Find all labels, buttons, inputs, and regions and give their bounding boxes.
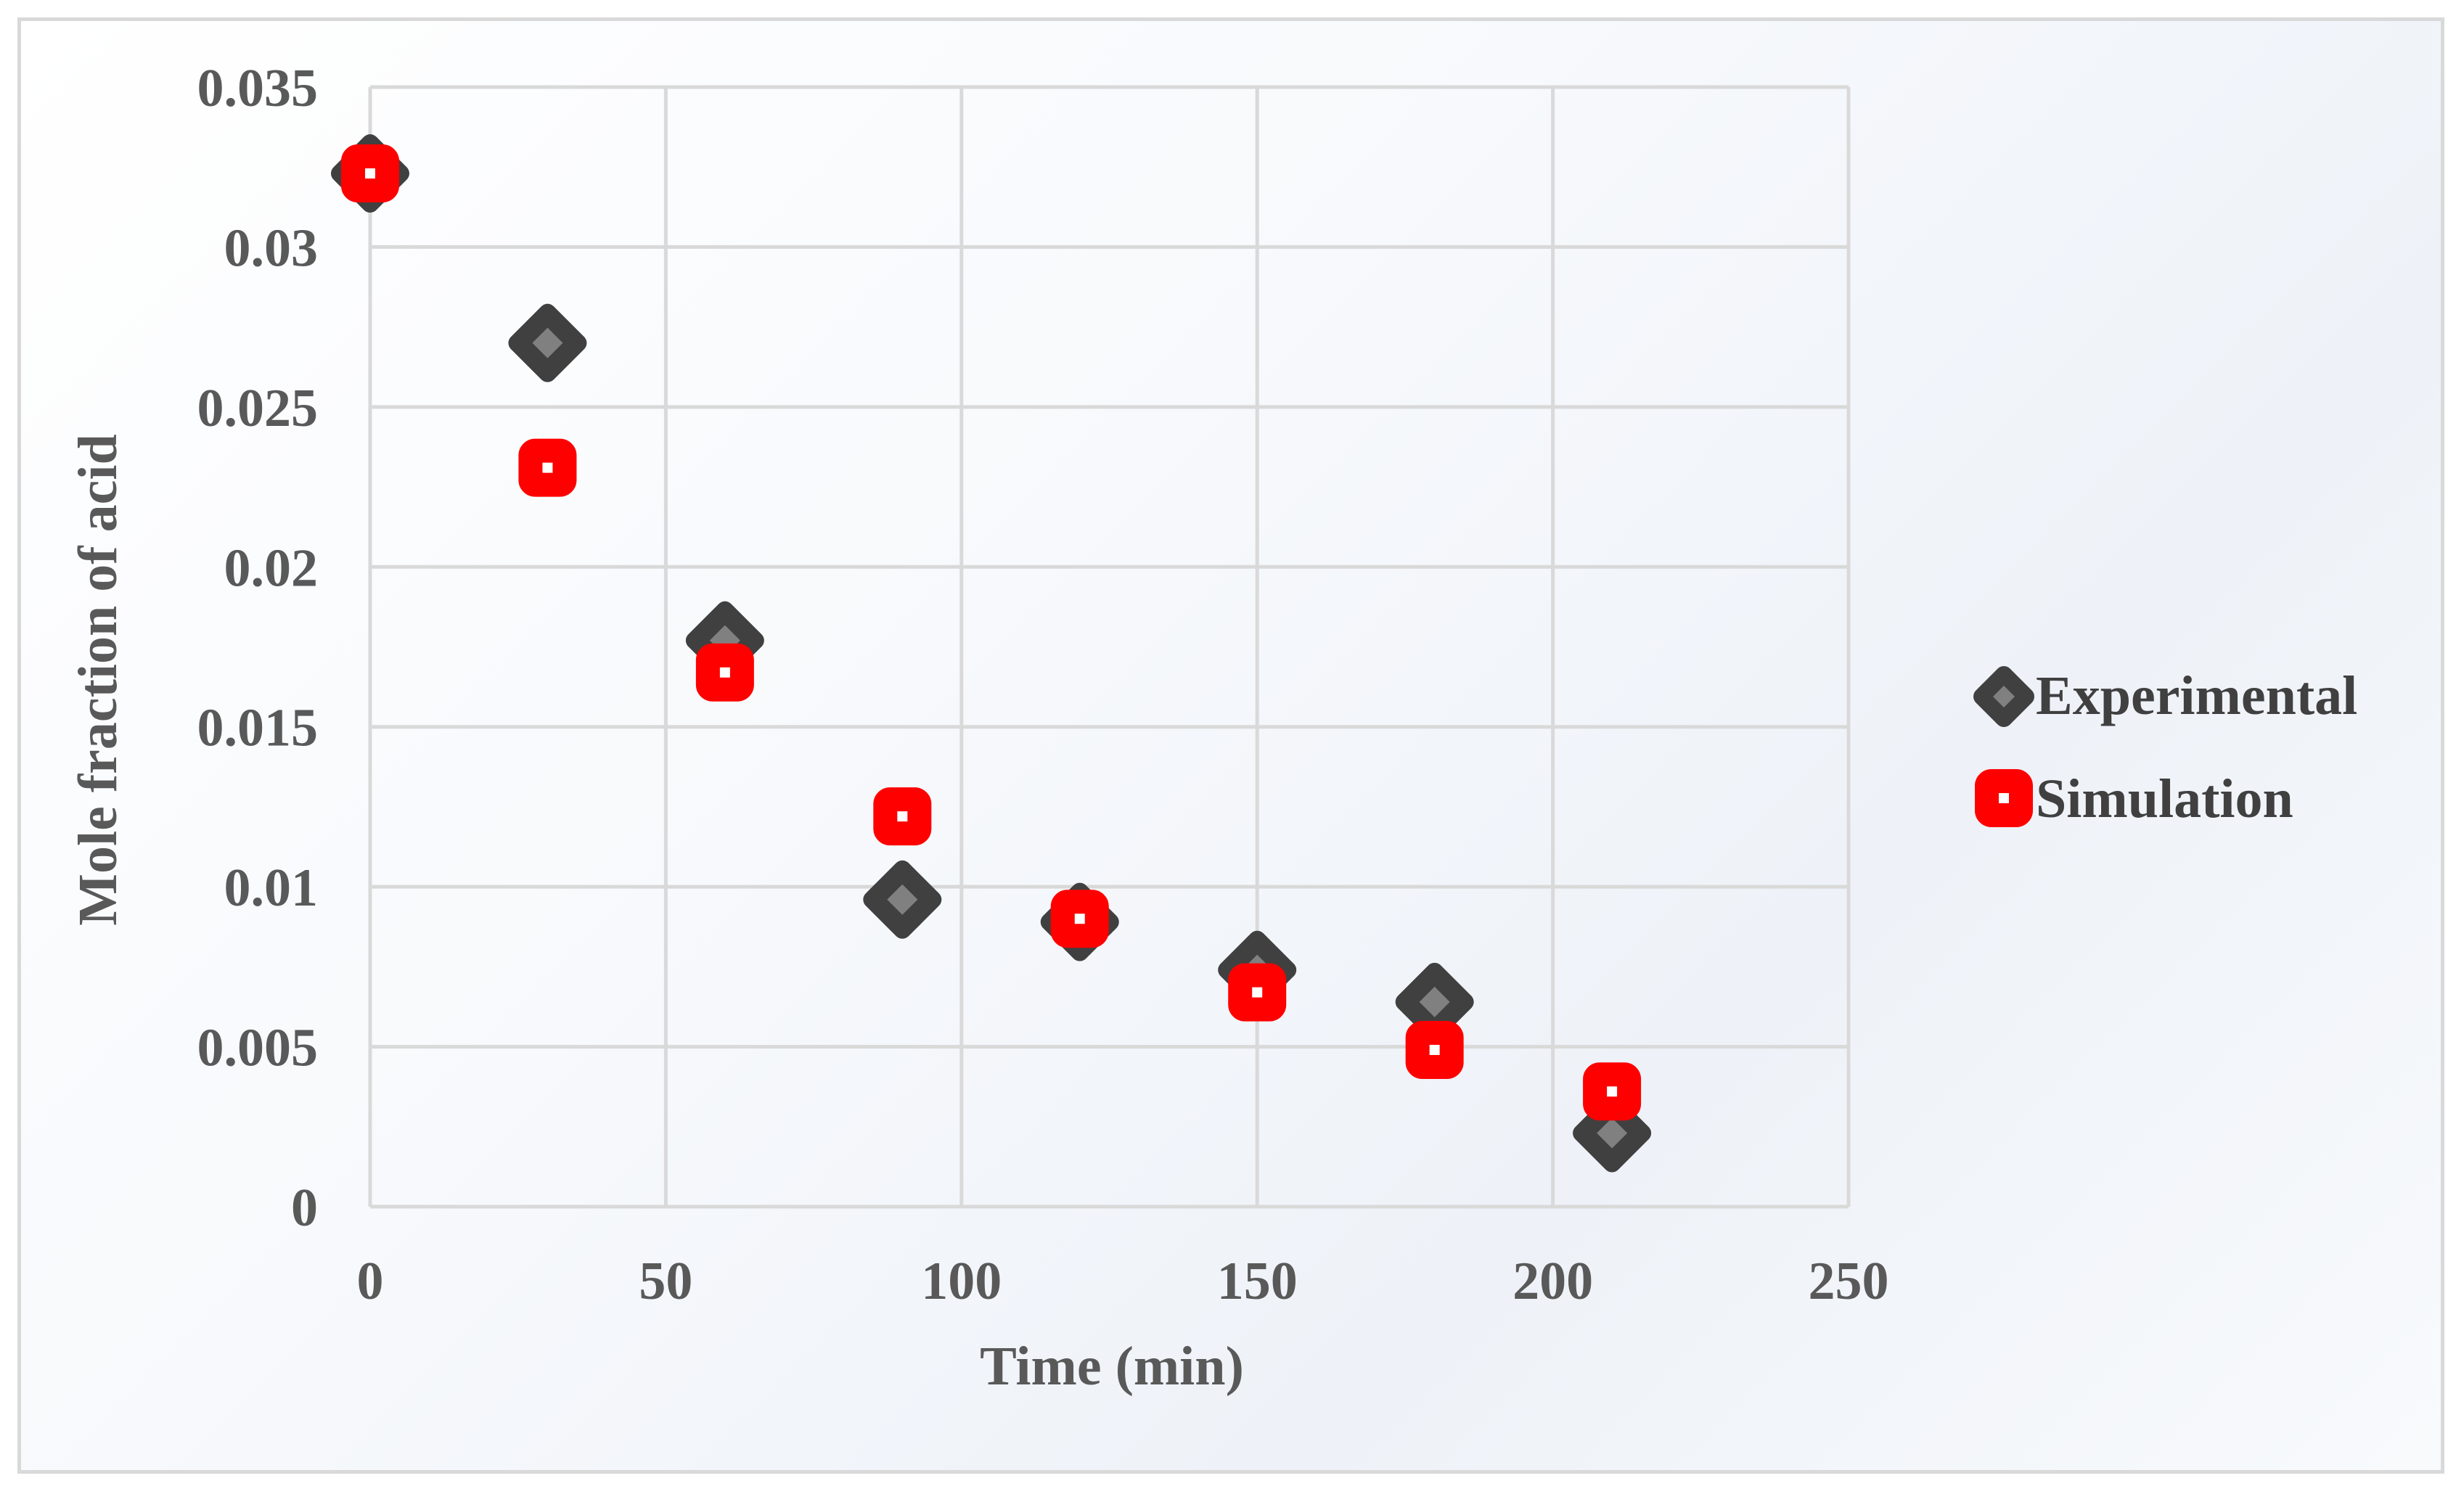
data-markers	[331, 134, 1652, 1173]
y-tick-label: 0.03	[224, 218, 319, 278]
simulation-point	[1050, 890, 1109, 948]
simulation-point	[1228, 963, 1287, 1022]
diamond-marker-inner	[1419, 986, 1450, 1017]
y-tick-label: 0.02	[224, 538, 319, 598]
grid-layer	[370, 85, 1851, 1207]
simulation-point	[1405, 1020, 1464, 1079]
square-marker-center	[365, 168, 375, 179]
diamond-marker-inner	[1993, 686, 2015, 707]
x-tick-label: 50	[639, 1252, 692, 1311]
square-marker-center	[1074, 914, 1085, 924]
y-tick-label: 0.005	[197, 1019, 319, 1078]
tick-labels: 0 0.005 0.01 0.015 0.02 0.025 0.03 0.035 0 50 100 1…	[197, 59, 1889, 1311]
simulation-point	[341, 144, 399, 203]
legend-item-experimental: Experimental	[1973, 665, 2357, 727]
square-marker-center	[1429, 1044, 1440, 1055]
simulation-point	[518, 438, 577, 497]
legend-label-simulation: Simulation	[2036, 768, 2293, 829]
x-tick-label: 200	[1513, 1252, 1593, 1311]
legend-marker-experimental	[1973, 666, 2034, 727]
y-tick-label: 0.01	[224, 858, 319, 918]
legend: Experimental Simulation	[1973, 665, 2357, 829]
y-tick-label: 0.015	[197, 699, 319, 758]
square-marker-center	[542, 462, 553, 473]
diamond-marker-inner	[532, 327, 563, 358]
experimental-point	[1395, 962, 1474, 1041]
simulation-point	[1583, 1062, 1642, 1121]
legend-marker-simulation	[1975, 769, 2033, 827]
chart-frame	[17, 17, 2444, 1474]
x-tick-label: 100	[921, 1252, 1002, 1311]
legend-square-icon	[1975, 769, 2033, 827]
square-marker-center	[897, 811, 908, 822]
x-tick-label: 150	[1217, 1252, 1298, 1311]
diamond-marker-inner	[1597, 1117, 1628, 1149]
y-tick-label: 0.025	[197, 379, 319, 438]
legend-diamond-icon	[1973, 666, 2034, 727]
legend-label-experimental: Experimental	[2036, 665, 2357, 726]
legend-item-simulation: Simulation	[1975, 768, 2293, 829]
axis-layer	[368, 87, 1849, 1209]
y-tick-label: 0.035	[197, 59, 319, 118]
square-marker-center	[719, 667, 730, 678]
square-marker-center	[1607, 1086, 1618, 1097]
x-tick-label: 0	[357, 1252, 384, 1311]
y-axis-title: Mole fraction of acid	[67, 434, 128, 925]
x-axis-title: Time (min)	[980, 1336, 1244, 1397]
y-tick-label: 0	[291, 1178, 318, 1238]
diamond-marker-inner	[887, 884, 918, 915]
square-marker-center	[1252, 987, 1263, 998]
experimental-point	[508, 303, 587, 382]
x-tick-label: 250	[1809, 1252, 1889, 1311]
experimental-point	[863, 860, 942, 939]
simulation-point	[695, 643, 754, 702]
simulation-point	[873, 787, 932, 846]
square-marker-center	[1999, 793, 2009, 803]
